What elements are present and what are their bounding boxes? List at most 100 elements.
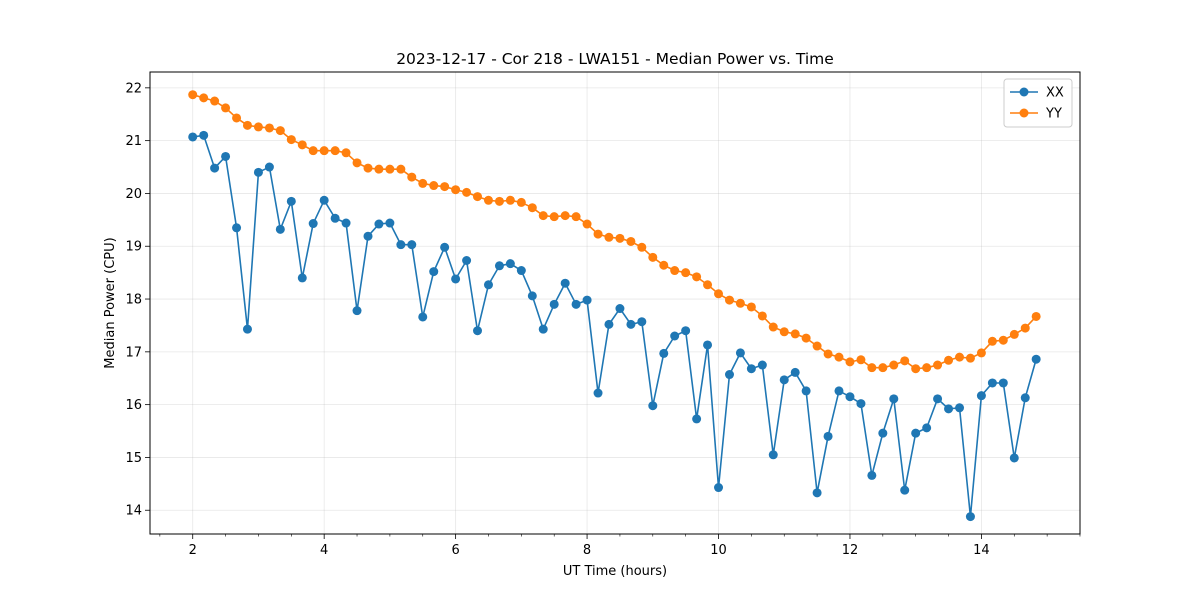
- data-point-yy: [626, 236, 636, 246]
- x-tick-label: 12: [842, 543, 859, 558]
- data-point-yy: [1020, 323, 1030, 333]
- data-point-xx: [199, 130, 209, 140]
- grid-lines: [150, 72, 1080, 534]
- data-point-xx: [922, 423, 932, 433]
- data-point-yy: [418, 178, 428, 188]
- data-point-yy: [483, 195, 493, 205]
- legend-label: YY: [1045, 107, 1062, 122]
- data-point-xx: [374, 219, 384, 229]
- data-point-yy: [330, 146, 340, 156]
- legend-label: XX: [1046, 86, 1064, 101]
- data-point-yy: [407, 172, 417, 182]
- data-point-xx: [1031, 354, 1041, 364]
- data-point-xx: [878, 428, 888, 438]
- data-point-yy: [900, 356, 910, 366]
- data-point-xx: [549, 299, 559, 309]
- data-point-xx: [604, 319, 614, 329]
- data-point-yy: [922, 363, 932, 373]
- data-point-yy: [396, 164, 406, 174]
- data-point-xx: [889, 394, 899, 404]
- data-point-yy: [319, 146, 329, 156]
- data-point-yy: [911, 364, 921, 374]
- data-point-yy: [779, 327, 789, 337]
- y-tick-label: 19: [125, 240, 142, 255]
- data-point-yy: [516, 197, 526, 207]
- data-point-yy: [998, 335, 1008, 345]
- x-tick-label: 6: [451, 543, 459, 558]
- data-point-yy: [670, 266, 680, 276]
- data-point-yy: [823, 349, 833, 359]
- data-point-xx: [593, 388, 603, 398]
- data-point-yy: [210, 96, 220, 106]
- x-tick-label: 10: [710, 543, 727, 558]
- data-point-yy: [889, 360, 899, 370]
- y-tick-label: 18: [125, 293, 142, 308]
- data-point-yy: [582, 219, 592, 229]
- data-point-xx: [418, 312, 428, 322]
- data-point-xx: [352, 306, 362, 316]
- data-point-xx: [856, 399, 866, 409]
- data-point-xx: [505, 259, 515, 269]
- y-tick-label: 17: [125, 345, 142, 360]
- data-point-xx: [768, 450, 778, 460]
- data-point-yy: [363, 163, 373, 173]
- data-point-xx: [1009, 453, 1019, 463]
- data-point-xx: [429, 267, 439, 277]
- data-point-yy: [1031, 311, 1041, 321]
- data-point-yy: [232, 113, 242, 123]
- data-point-xx: [516, 266, 526, 276]
- data-point-xx: [714, 483, 724, 493]
- data-point-xx: [659, 348, 669, 358]
- data-point-xx: [319, 195, 329, 205]
- y-tick-label: 14: [125, 504, 142, 519]
- data-point-xx: [648, 401, 658, 411]
- data-point-yy: [692, 272, 702, 282]
- data-point-xx: [253, 167, 263, 177]
- data-point-yy: [856, 355, 866, 365]
- data-point-yy: [878, 363, 888, 373]
- data-point-xx: [396, 240, 406, 250]
- data-point-yy: [473, 192, 482, 202]
- data-point-xx: [735, 348, 745, 358]
- x-tick-label: 8: [583, 543, 591, 558]
- data-point-yy: [955, 352, 965, 362]
- data-point-yy: [976, 348, 986, 358]
- data-point-xx: [637, 317, 647, 327]
- data-point-xx: [823, 431, 833, 441]
- x-tick-label: 2: [189, 543, 197, 558]
- data-point-xx: [703, 340, 713, 350]
- series-xx: [188, 130, 1041, 522]
- data-point-xx: [407, 240, 417, 250]
- data-point-yy: [593, 229, 603, 239]
- data-point-xx: [385, 218, 395, 228]
- data-point-yy: [286, 135, 296, 145]
- data-point-yy: [253, 122, 263, 132]
- data-point-yy: [242, 120, 252, 130]
- data-point-yy: [494, 196, 504, 206]
- data-point-yy: [221, 103, 231, 113]
- data-point-yy: [801, 333, 811, 343]
- data-point-xx: [275, 224, 285, 234]
- data-point-yy: [681, 268, 691, 278]
- data-point-xx: [308, 219, 318, 229]
- y-axis-label: Median Power (CPU): [103, 237, 118, 368]
- data-point-xx: [965, 512, 975, 522]
- data-point-yy: [965, 353, 975, 363]
- data-point-xx: [911, 428, 921, 438]
- data-point-yy: [385, 164, 395, 174]
- data-point-yy: [560, 211, 570, 221]
- data-point-yy: [527, 203, 537, 213]
- plot-frame: [149, 71, 1081, 535]
- data-point-xx: [582, 295, 592, 305]
- series-line-xx: [192, 134, 1037, 518]
- data-point-xx: [341, 218, 351, 228]
- data-point-xx: [483, 280, 493, 290]
- data-point-xx: [681, 326, 691, 336]
- data-point-yy: [615, 233, 625, 243]
- data-point-yy: [308, 146, 318, 156]
- y-tick-label: 20: [125, 187, 142, 202]
- data-point-yy: [604, 232, 614, 242]
- data-point-xx: [976, 391, 986, 401]
